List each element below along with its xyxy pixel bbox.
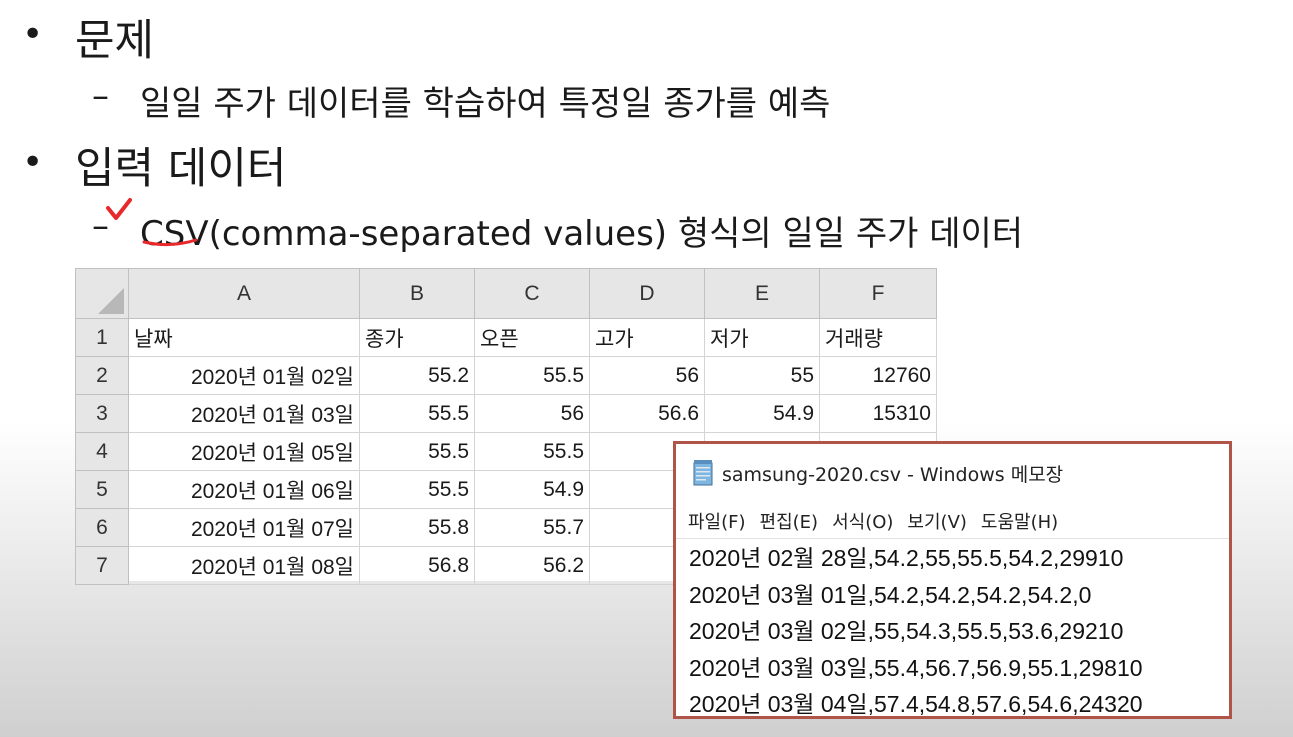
row-header[interactable]: 7: [75, 546, 129, 585]
cell[interactable]: 저가: [704, 318, 820, 357]
cell[interactable]: 55.5: [474, 432, 590, 471]
csv-abbreviation: CSV: [140, 214, 209, 254]
column-header[interactable]: E: [704, 268, 820, 319]
table-row: 3 2020년 01월 03일 55.5 56 56.6 54.9 15310: [75, 394, 937, 433]
sub-bullet-problem-detail: 일일 주가 데이터를 학습하여 특정일 종가를 예측: [140, 84, 831, 124]
cell[interactable]: 55.7: [474, 508, 590, 547]
cell[interactable]: 56.8: [359, 546, 475, 585]
cell[interactable]: 56.2: [474, 546, 590, 585]
cell[interactable]: 54.9: [474, 470, 590, 509]
cell[interactable]: 거래량: [819, 318, 937, 357]
notepad-icon: [692, 460, 714, 486]
notepad-title: samsung-2020.csv - Windows 메모장: [722, 463, 1064, 486]
cell[interactable]: 2020년 01월 05일: [128, 432, 360, 471]
cell[interactable]: 55.5: [359, 470, 475, 509]
cell[interactable]: 55: [704, 356, 820, 395]
cell[interactable]: 15310: [819, 394, 937, 433]
cell[interactable]: 55.5: [359, 394, 475, 433]
cell[interactable]: 고가: [589, 318, 705, 357]
sub-bullet-csv-detail: CSV(comma-separated values) 형식의 일일 주가 데이…: [140, 206, 1023, 255]
notepad-window: samsung-2020.csv - Windows 메모장 파일(F) 편집(…: [673, 441, 1232, 719]
red-check-annotation: [106, 198, 198, 247]
csv-line: 2020년 03월 02일,55,54.3,55.5,53.6,29210: [689, 618, 1124, 644]
csv-line: 2020년 03월 01일,54.2,54.2,54.2,54.2,0: [689, 581, 1092, 608]
cell[interactable]: 오픈: [474, 318, 590, 357]
cell[interactable]: 55.8: [359, 508, 475, 547]
row-header[interactable]: 3: [75, 394, 129, 433]
column-header[interactable]: A: [128, 268, 360, 319]
cell[interactable]: 56.6: [589, 394, 705, 433]
csv-description: (comma-separated values) 형식의 일일 주가 데이터: [208, 214, 1024, 254]
menu-view[interactable]: 보기(V): [907, 512, 967, 533]
cell[interactable]: 날짜: [128, 318, 360, 357]
bullet-input-data: 입력 데이터: [75, 144, 287, 194]
cell[interactable]: 55.5: [474, 356, 590, 395]
cell[interactable]: 종가: [359, 318, 475, 357]
column-header[interactable]: D: [589, 268, 705, 319]
table-row: 1 날짜 종가 오픈 고가 저가 거래량: [75, 318, 937, 357]
bullet-marker: •: [22, 142, 44, 183]
cell[interactable]: 2020년 01월 08일: [128, 546, 360, 585]
column-header[interactable]: B: [359, 268, 475, 319]
cell[interactable]: 2020년 01월 07일: [128, 508, 360, 547]
cell[interactable]: 56: [474, 394, 590, 433]
sub-bullet-marker: –: [92, 76, 109, 116]
table-row: 2 2020년 01월 02일 55.2 55.5 56 55 12760: [75, 356, 937, 395]
select-all-corner[interactable]: [75, 268, 129, 319]
column-header[interactable]: F: [819, 268, 937, 319]
notepad-titlebar[interactable]: samsung-2020.csv - Windows 메모장: [692, 458, 1063, 488]
bullet-marker: •: [22, 14, 44, 55]
notepad-text-area[interactable]: 2020년 02월 28일,54.2,55,55.5,54.2,29910 20…: [689, 540, 1143, 723]
row-header[interactable]: 1: [75, 318, 129, 357]
row-header[interactable]: 5: [75, 470, 129, 509]
row-header[interactable]: 2: [75, 356, 129, 395]
cell[interactable]: 12760: [819, 356, 937, 395]
sub-bullet-marker: –: [92, 206, 109, 246]
column-header[interactable]: C: [474, 268, 590, 319]
bullet-problem: 문제: [75, 16, 155, 66]
menu-file[interactable]: 파일(F): [688, 512, 746, 533]
menu-help[interactable]: 도움말(H): [980, 512, 1059, 533]
cell[interactable]: 55.2: [359, 356, 475, 395]
cell[interactable]: 2020년 01월 06일: [128, 470, 360, 509]
menu-format[interactable]: 서식(O): [832, 512, 894, 533]
cell[interactable]: 54.9: [704, 394, 820, 433]
cell[interactable]: 2020년 01월 02일: [128, 356, 360, 395]
csv-line: 2020년 03월 03일,55.4,56.7,56.9,55.1,29810: [689, 654, 1143, 681]
row-header[interactable]: 4: [75, 432, 129, 471]
notepad-menubar: 파일(F) 편집(E) 서식(O) 보기(V) 도움말(H): [688, 508, 1058, 534]
csv-line: 2020년 02월 28일,54.2,55,55.5,54.2,29910: [689, 545, 1124, 571]
menu-edit[interactable]: 편집(E): [759, 512, 819, 533]
cell[interactable]: 2020년 01월 03일: [128, 394, 360, 433]
cell[interactable]: 56: [589, 356, 705, 395]
row-header[interactable]: 6: [75, 508, 129, 547]
cell[interactable]: 55.5: [359, 432, 475, 471]
csv-line: 2020년 03월 04일,57.4,54.8,57.6,54.6,24320: [689, 691, 1143, 717]
menu-divider: [676, 538, 1229, 539]
